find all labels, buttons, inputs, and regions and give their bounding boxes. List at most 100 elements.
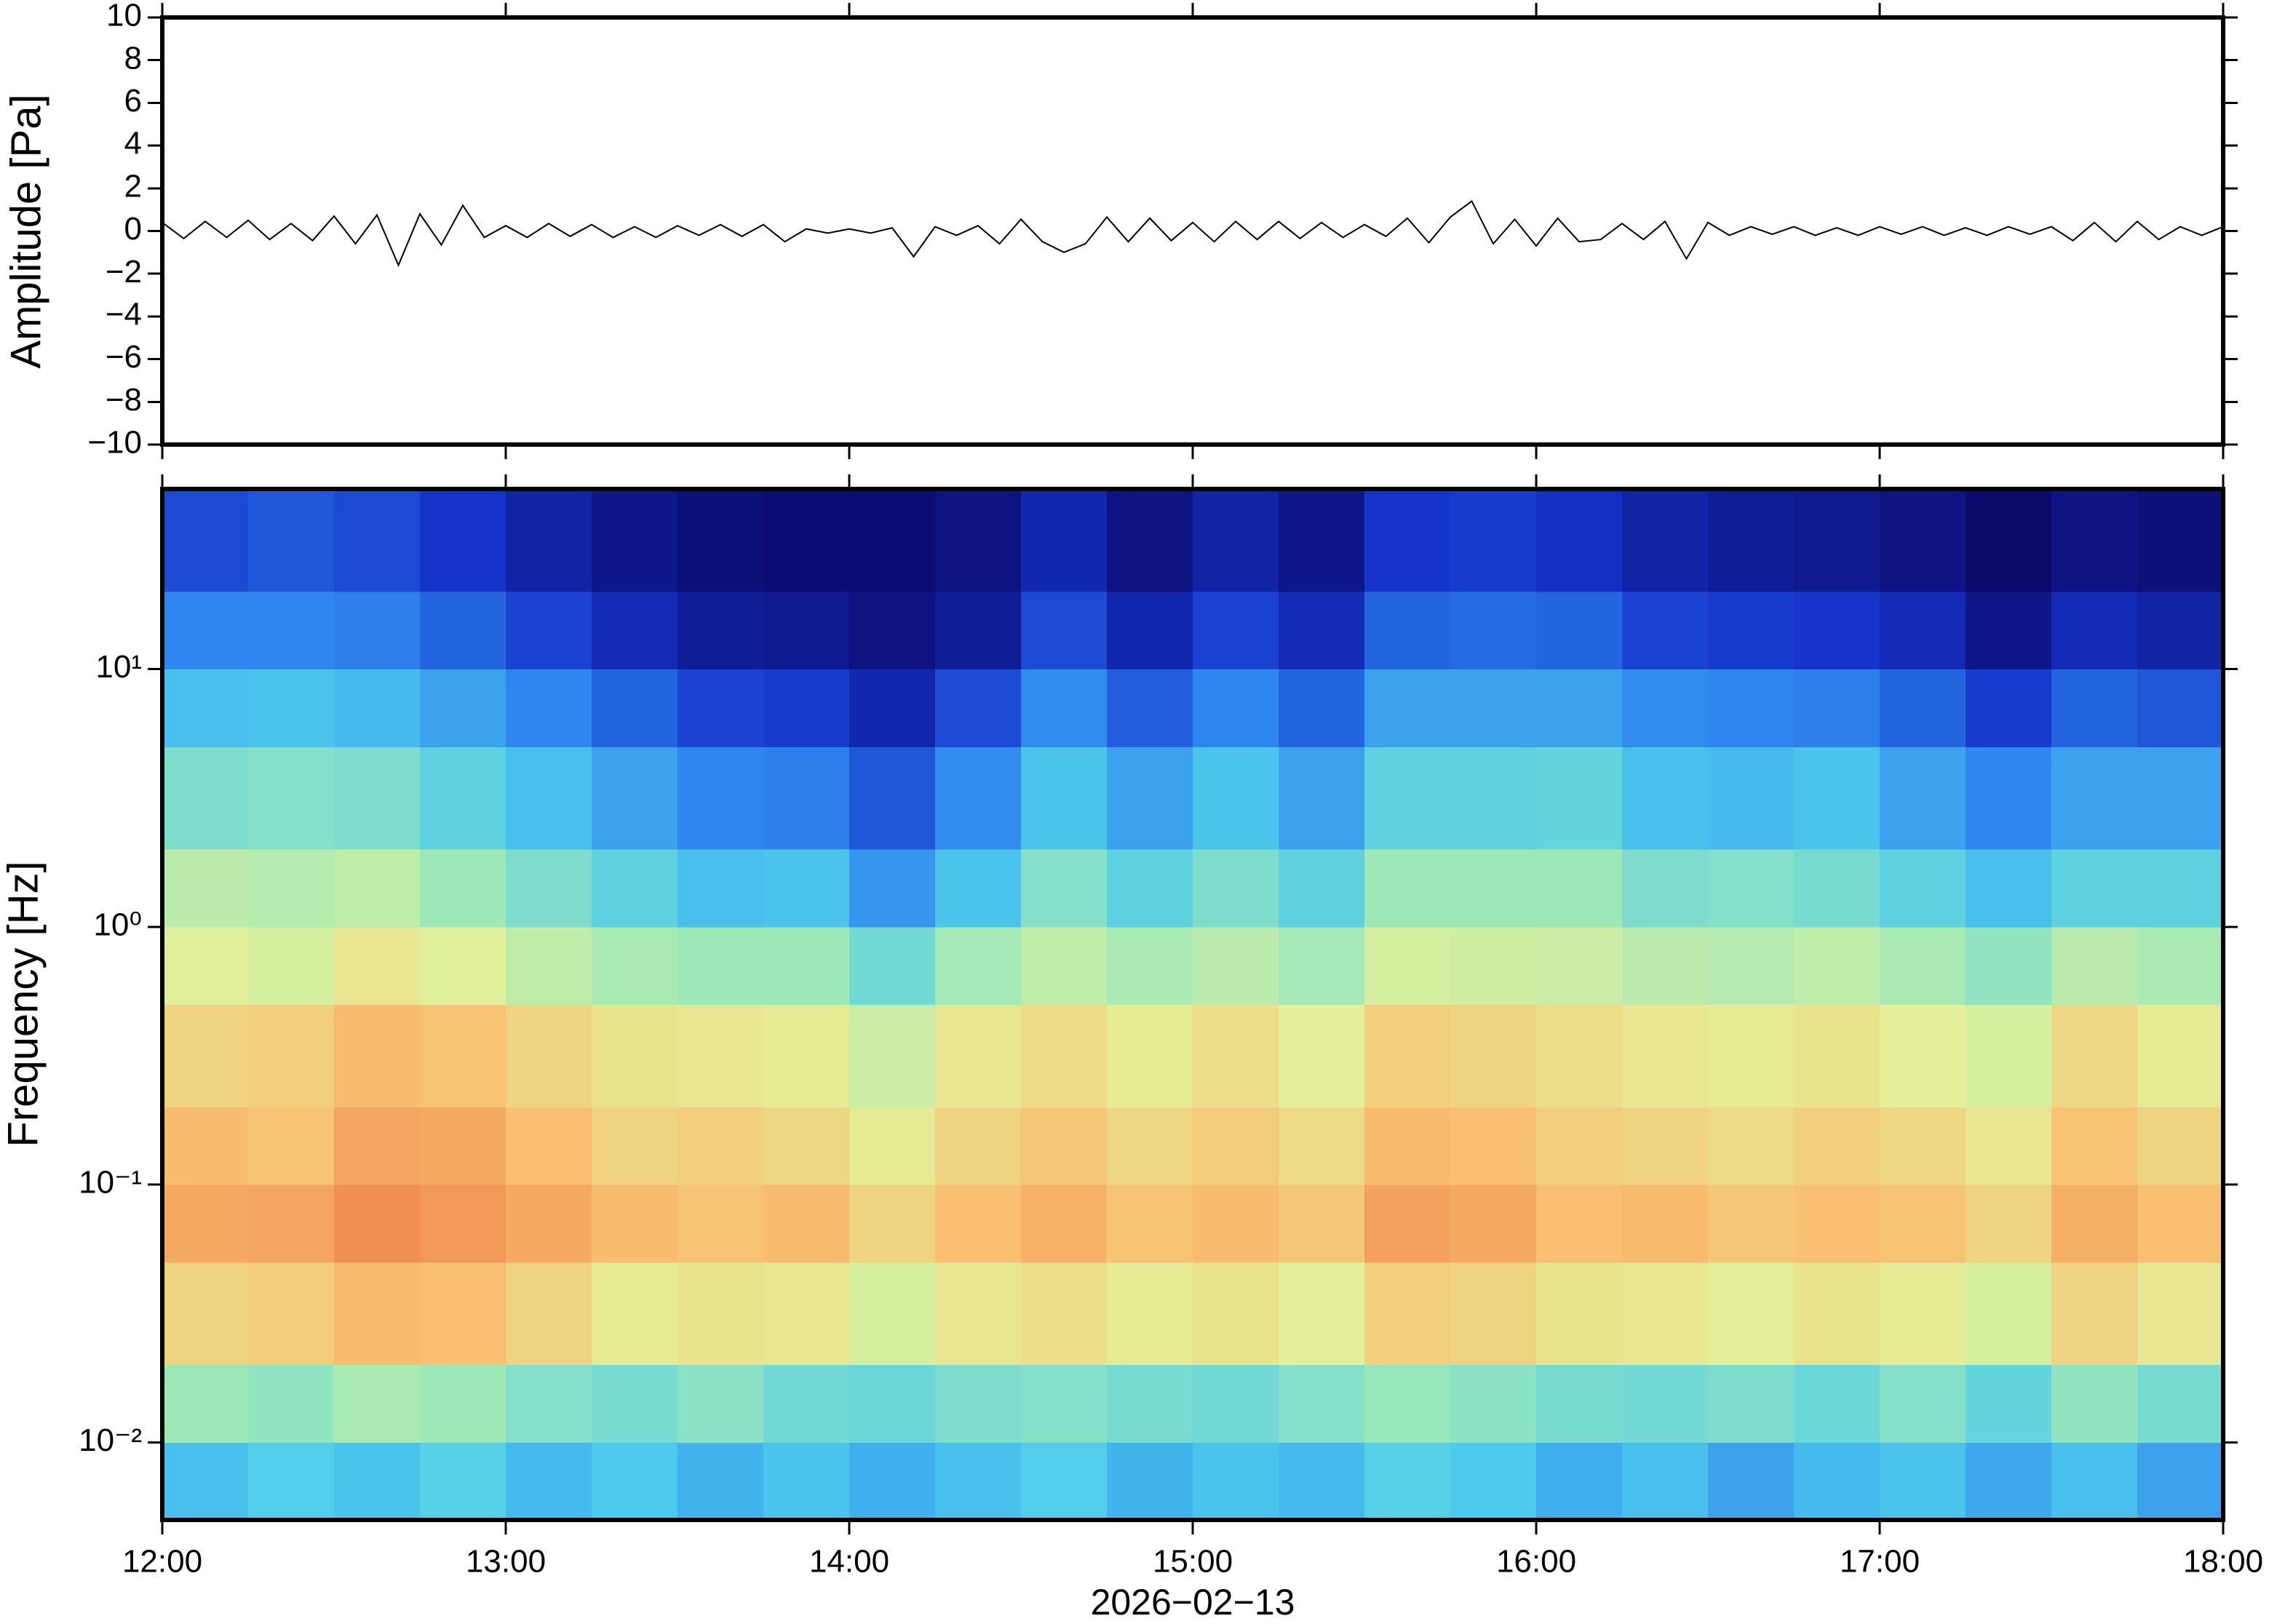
spectrogram-cell: [1536, 669, 1623, 747]
spectrogram-cell: [1364, 669, 1451, 747]
spectrogram-cell: [334, 1185, 421, 1263]
spectrogram-cell: [1279, 1364, 1365, 1443]
spectrogram-cell: [1450, 591, 1537, 670]
spectrogram-cell: [1536, 1185, 1623, 1263]
spectrogram-cell: [334, 1107, 421, 1185]
spectrogram-cell: [248, 1107, 335, 1185]
spectrogram-cell: [677, 1004, 764, 1107]
spectrogram-cell: [1794, 1107, 1880, 1185]
spectrogram-cell: [677, 747, 764, 850]
spectrogram-cell: [1622, 1185, 1709, 1263]
spectrogram-cell: [1880, 489, 1966, 592]
spectrogram-cell: [1708, 1004, 1795, 1107]
spectrogram-cell: [1966, 849, 2052, 928]
spectrogram-cell: [1794, 849, 1880, 928]
spectrogram-cell: [506, 1262, 592, 1366]
spectrogram-cell: [1450, 1364, 1537, 1443]
spectrogram-cell: [1536, 849, 1623, 928]
y-tick-label: 2: [124, 168, 142, 204]
spectrogram-cell: [1794, 926, 1880, 1005]
spectrogram-cell: [2137, 1442, 2224, 1521]
spectrogram-cell: [1450, 1185, 1537, 1263]
spectrogram-cell: [420, 669, 506, 747]
spectrogram-cell: [1279, 926, 1365, 1005]
spectrogram-cell: [162, 747, 249, 850]
spectrogram-cell: [592, 1185, 678, 1263]
spectrogram-cell: [1021, 489, 1108, 592]
spectrogram-cell: [1794, 1442, 1880, 1521]
spectrogram-cell: [1536, 1004, 1623, 1107]
spectrogram-cell: [1794, 1185, 1880, 1263]
spectrogram-cell: [849, 1364, 936, 1443]
spectrogram-cell: [1622, 1364, 1709, 1443]
spectrogram-cell: [506, 591, 592, 670]
spectrogram-cell: [592, 1262, 678, 1366]
spectrogram-cell: [1450, 489, 1537, 592]
spectrogram-cell: [592, 489, 678, 592]
spectrogram-cell: [1966, 747, 2052, 850]
spectrogram-cell: [420, 926, 506, 1005]
spectrogram-cell: [1450, 849, 1537, 928]
spectrogram-cell: [162, 1185, 249, 1263]
spectrogram-cell: [162, 669, 249, 747]
spectrogram-cell: [334, 1364, 421, 1443]
spectrogram-cell: [763, 747, 850, 850]
spectrogram-cell: [1021, 591, 1108, 670]
spectrogram-cell: [935, 747, 1022, 850]
spectrogram-cell: [1880, 1364, 1966, 1443]
spectrogram-cell: [1622, 1442, 1709, 1521]
spectrogram-cell: [1536, 1442, 1623, 1521]
spectrogram-cell: [506, 1004, 592, 1107]
spectrogram-cell: [1279, 1004, 1365, 1107]
spectrogram-cell: [677, 1442, 764, 1521]
spectrogram-cell: [849, 1107, 936, 1185]
spectrogram-cell: [1450, 1442, 1537, 1521]
spectrogram-cell: [334, 669, 421, 747]
spectrogram-cell: [506, 1107, 592, 1185]
spectrogram-cell: [1450, 1107, 1537, 1185]
spectrogram-cell: [248, 669, 335, 747]
spectrogram-cell: [849, 1442, 936, 1521]
spectrogram-cell: [2137, 747, 2224, 850]
spectrogram-cell: [2137, 1004, 2224, 1107]
spectrogram-cell: [935, 1262, 1022, 1366]
spectrogram-cell: [1708, 669, 1795, 747]
spectrogram-cell: [592, 1364, 678, 1443]
spectrogram-cell: [506, 489, 592, 592]
spectrogram-cell: [334, 591, 421, 670]
spectrogram-cell: [849, 849, 936, 928]
spectrogram-cell: [1107, 1185, 1193, 1263]
spectrogram-cell: [2051, 926, 2138, 1005]
spectrogram-cell: [1021, 1004, 1108, 1107]
spectrogram-cell: [248, 1004, 335, 1107]
spectrogram-cell: [1966, 926, 2052, 1005]
spectrogram-cell: [162, 1262, 249, 1366]
spectrogram-cell: [162, 489, 249, 592]
spectrogram-cell: [1107, 1107, 1193, 1185]
spectrogram-cell: [2137, 926, 2224, 1005]
spectrogram-cell: [2137, 489, 2224, 592]
spectrogram-cell: [1364, 926, 1451, 1005]
spectrogram-cell: [1794, 489, 1880, 592]
spectrogram-cell: [935, 669, 1022, 747]
spectrogram-cell: [935, 1004, 1022, 1107]
spectrogram-cell: [1622, 1107, 1709, 1185]
spectrogram-cell: [1966, 1442, 2052, 1521]
spectrogram-cell: [677, 669, 764, 747]
spectrogram-cell: [1450, 747, 1537, 850]
spectrogram-cell: [763, 849, 850, 928]
spectrogram-cell: [763, 1185, 850, 1263]
spectrogram-cell: [1364, 1107, 1451, 1185]
spectrogram-cell: [1622, 1004, 1709, 1107]
spectrogram-cell: [1622, 591, 1709, 670]
spectrogram-cell: [935, 849, 1022, 928]
spectrogram-cell: [1107, 926, 1193, 1005]
spectrogram-cell: [1536, 489, 1623, 592]
spectrogram-cell: [935, 926, 1022, 1005]
spectrogram-cell: [677, 926, 764, 1005]
spectrogram-cell: [162, 1004, 249, 1107]
spectrogram-cell: [1279, 1442, 1365, 1521]
spectrogram-cell: [1279, 489, 1365, 592]
spectrogram-cell: [1794, 1262, 1880, 1366]
spectrogram-cell: [592, 669, 678, 747]
